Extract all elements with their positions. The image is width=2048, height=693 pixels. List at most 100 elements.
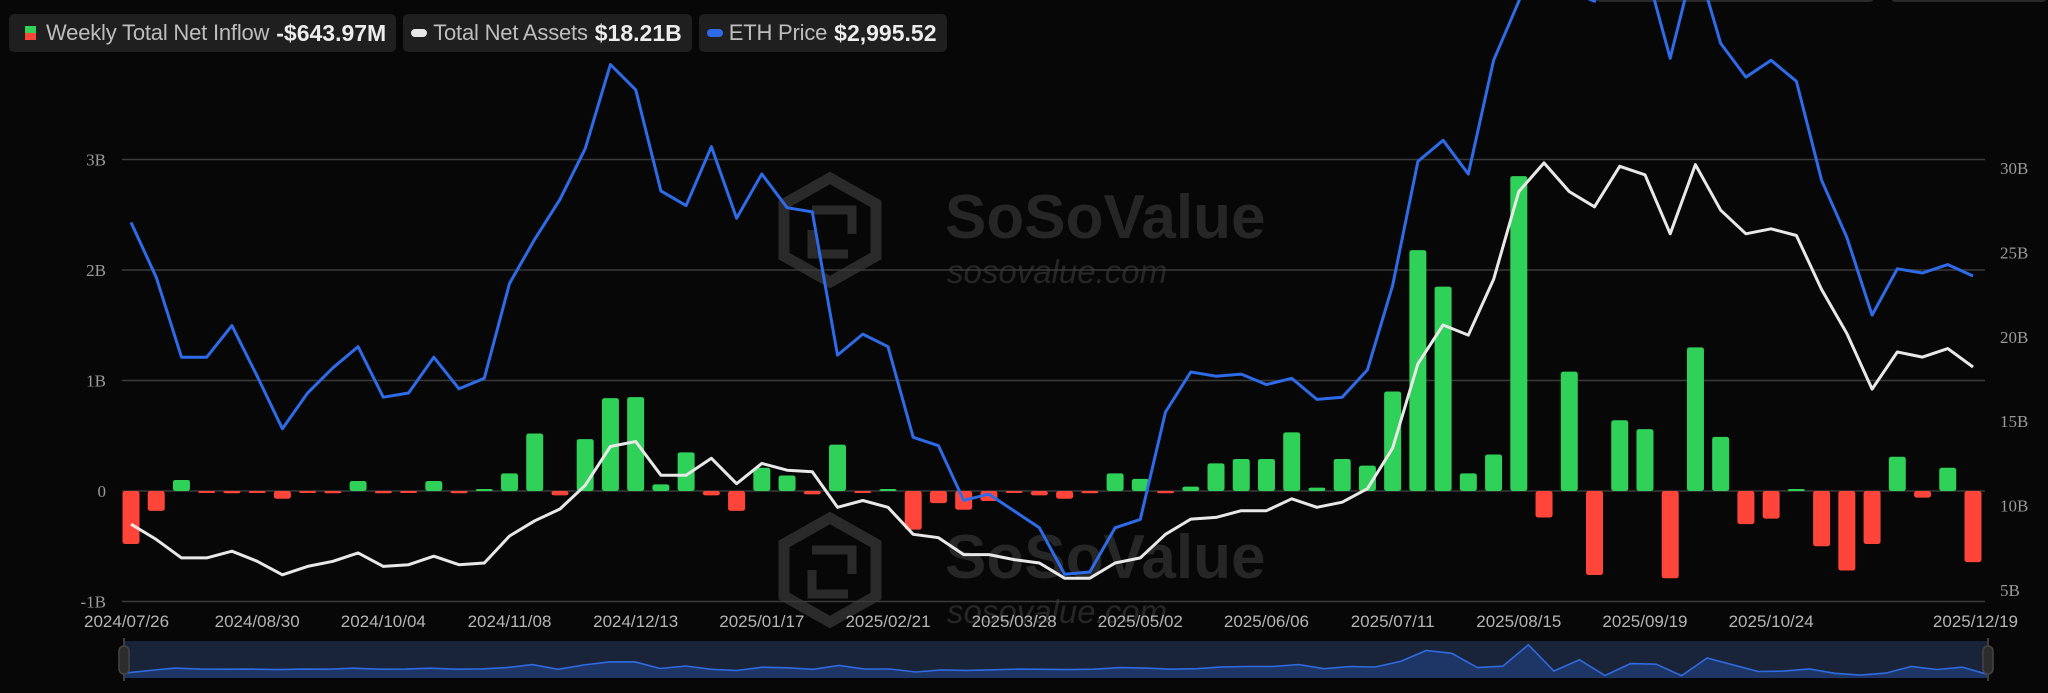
- inflow-bar[interactable]: [627, 397, 645, 491]
- inflow-bar[interactable]: [475, 489, 493, 491]
- inflow-bar[interactable]: [1081, 491, 1099, 494]
- legend-label: ETH Price: [728, 20, 828, 45]
- inflow-bar[interactable]: [122, 491, 140, 545]
- inflow-bar[interactable]: [450, 491, 468, 494]
- x-axis: 2024/07/26 2024/08/30 2024/10/04 2024/11/08…: [84, 612, 2018, 631]
- inflow-bar[interactable]: [829, 444, 847, 491]
- inflow-bar[interactable]: [400, 491, 418, 493]
- inflow-bar[interactable]: [172, 479, 190, 491]
- x-axis-tick: 2024/12/13: [593, 612, 678, 631]
- inflow-bar[interactable]: [1939, 467, 1957, 491]
- inflow-bar[interactable]: [1030, 491, 1048, 496]
- slider-left-handle[interactable]: [118, 645, 130, 675]
- inflow-bar[interactable]: [1737, 491, 1755, 525]
- inflow-bar[interactable]: [677, 452, 695, 491]
- inflow-bar[interactable]: [1056, 491, 1074, 499]
- x-axis-tick: 2024/11/08: [468, 612, 552, 631]
- inflow-bar[interactable]: [526, 433, 544, 491]
- inflow-bar[interactable]: [929, 491, 947, 504]
- inflow-bar[interactable]: [1636, 429, 1654, 491]
- inflow-bar[interactable]: [1787, 489, 1805, 491]
- x-axis-tick: 2025/08/15: [1476, 612, 1561, 631]
- watermark-url: sosovalue.com: [947, 253, 1167, 290]
- inflow-bar[interactable]: [879, 489, 897, 491]
- inflow-bar[interactable]: [198, 491, 216, 493]
- inflow-bar[interactable]: [299, 491, 317, 493]
- inflow-bar[interactable]: [1586, 491, 1604, 575]
- inflow-bar[interactable]: [753, 467, 771, 491]
- inflow-bar[interactable]: [1384, 391, 1402, 491]
- legend-eth-price[interactable]: ETH Price $2,995.52: [698, 14, 947, 52]
- inflow-bar[interactable]: [1964, 491, 1982, 563]
- inflow-bar[interactable]: [1712, 436, 1730, 491]
- chart-legend: Weekly Total Net Inflow -$643.97M Total …: [9, 14, 947, 52]
- top-tab-2[interactable]: [1890, 0, 2048, 2]
- inflow-bar[interactable]: [1283, 432, 1301, 491]
- inflow-bar[interactable]: [1535, 491, 1553, 518]
- inflow-bar[interactable]: [854, 491, 872, 493]
- inflow-bar[interactable]: [147, 491, 165, 511]
- range-slider[interactable]: [118, 638, 1994, 681]
- inflow-bar[interactable]: [1333, 458, 1351, 491]
- inflow-bar[interactable]: [500, 473, 518, 491]
- inflow-bar[interactable]: [1838, 491, 1856, 571]
- inflow-bar[interactable]: [1914, 491, 1932, 498]
- inflow-bar[interactable]: [248, 491, 266, 493]
- inflow-bar[interactable]: [1611, 420, 1629, 491]
- inflow-bar[interactable]: [1131, 478, 1149, 491]
- inflow-bar[interactable]: [601, 398, 619, 491]
- inflow-bar[interactable]: [1459, 473, 1477, 491]
- slider-right-handle[interactable]: [1982, 645, 1994, 675]
- inflow-bar[interactable]: [1005, 491, 1023, 493]
- inflow-bar[interactable]: [425, 481, 443, 491]
- inflow-bar[interactable]: [1182, 486, 1200, 491]
- inflow-bar[interactable]: [803, 491, 821, 495]
- inflow-bar[interactable]: [1308, 487, 1326, 491]
- watermark: SoSoValuesosovalue.comSoSoValuesosovalue…: [778, 171, 1265, 630]
- inflow-bar[interactable]: [904, 491, 922, 530]
- inflow-swatch-icon: [25, 26, 36, 40]
- inflow-bar[interactable]: [1560, 371, 1578, 491]
- top-tab-1[interactable]: [1595, 0, 1875, 2]
- inflow-bar[interactable]: [1157, 491, 1175, 494]
- inflow-bar[interactable]: [1686, 347, 1704, 491]
- inflow-bar[interactable]: [652, 484, 670, 491]
- inflow-bar[interactable]: [778, 475, 796, 491]
- inflow-bar[interactable]: [1207, 463, 1225, 491]
- legend-weekly-net-inflow[interactable]: Weekly Total Net Inflow -$643.97M: [9, 14, 397, 52]
- x-axis-tick: 2025/01/17: [719, 612, 804, 631]
- inflow-bar[interactable]: [324, 491, 342, 494]
- inflow-bar[interactable]: [1813, 491, 1831, 547]
- inflow-bar[interactable]: [728, 491, 746, 511]
- inflow-bar[interactable]: [1485, 454, 1503, 491]
- inflow-bar[interactable]: [551, 491, 569, 496]
- inflow-bar[interactable]: [1863, 491, 1881, 545]
- x-axis-tick: 2025/07/11: [1351, 612, 1435, 631]
- inflow-bar[interactable]: [1762, 491, 1780, 519]
- inflow-bar[interactable]: [1661, 491, 1679, 579]
- inflow-bar[interactable]: [1888, 456, 1906, 491]
- legend-label: Weekly Total Net Inflow: [46, 20, 270, 45]
- inflow-bar[interactable]: [1510, 176, 1528, 491]
- inflow-bar[interactable]: [349, 481, 367, 491]
- inflow-bar[interactable]: [1409, 250, 1427, 491]
- inflow-bar[interactable]: [1257, 458, 1275, 491]
- series-lines[interactable]: [129, 0, 1974, 580]
- inflow-bar[interactable]: [273, 491, 291, 499]
- x-axis-tick: 2025/09/19: [1602, 612, 1687, 631]
- legend-total-net-assets[interactable]: Total Net Assets $18.21B: [403, 14, 692, 52]
- inflow-bar[interactable]: [223, 491, 241, 494]
- total-net-assets-line[interactable]: [130, 161, 1974, 580]
- inflow-bar[interactable]: [1434, 286, 1452, 491]
- inflow-bar[interactable]: [702, 491, 720, 496]
- x-axis-tick: 2025/02/21: [845, 612, 930, 631]
- right-axis-tick: 10B: [2000, 497, 2028, 516]
- inflow-bar[interactable]: [1232, 458, 1250, 491]
- inflow-bar[interactable]: [374, 491, 392, 494]
- slider-line: [123, 643, 1989, 677]
- eth-price-line[interactable]: [129, 0, 1974, 576]
- x-axis-tick: 2024/08/30: [215, 612, 300, 631]
- inflow-bar[interactable]: [1106, 473, 1124, 491]
